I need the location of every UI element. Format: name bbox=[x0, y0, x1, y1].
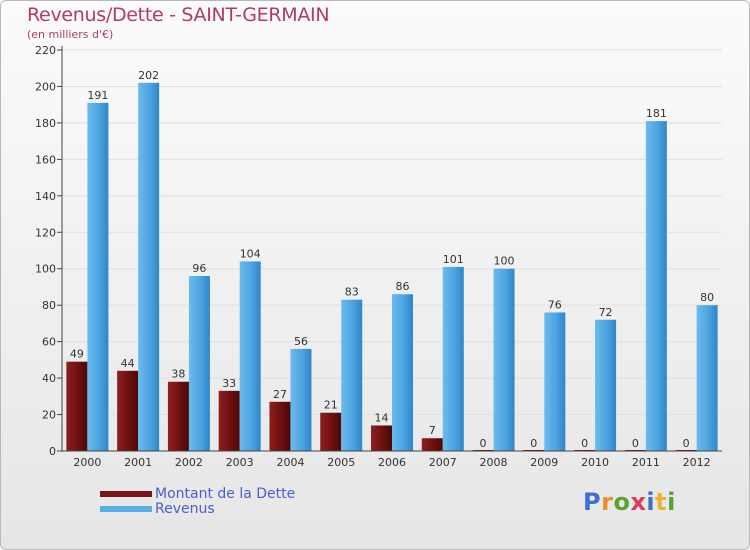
bar-revenus bbox=[493, 268, 515, 451]
bar-revenus bbox=[290, 348, 312, 451]
bar-dette bbox=[117, 370, 139, 451]
bar-revenus bbox=[544, 312, 566, 451]
logo-letter: x bbox=[630, 488, 647, 516]
bar-revenus bbox=[341, 299, 363, 451]
data-label-dette: 44 bbox=[121, 357, 135, 370]
data-label-revenus: 202 bbox=[138, 69, 159, 82]
data-labels: 49 191 44 202 38 96 33 104 27 56 21 83 14 86 7 101 0 100 0… bbox=[70, 69, 714, 450]
data-label-dette: 0 bbox=[581, 437, 588, 450]
data-label-dette: 7 bbox=[429, 424, 436, 437]
logo-letter: i bbox=[667, 488, 676, 516]
data-label-dette: 38 bbox=[171, 368, 185, 381]
data-label-dette: 33 bbox=[222, 377, 236, 390]
chart-subtitle: (en milliers d'€) bbox=[27, 28, 114, 41]
bar-revenus bbox=[239, 261, 261, 451]
legend-swatch-revenus bbox=[100, 506, 152, 512]
x-tick-label: 2008 bbox=[480, 456, 508, 469]
y-tick-label: 220 bbox=[35, 44, 56, 57]
data-label-revenus: 100 bbox=[494, 255, 515, 268]
data-label-revenus: 83 bbox=[345, 286, 359, 299]
data-label-dette: 21 bbox=[324, 399, 338, 412]
legend-swatch-dette bbox=[100, 491, 152, 497]
bar-revenus bbox=[595, 319, 617, 451]
bar-dette bbox=[269, 401, 291, 451]
y-tick-label: 120 bbox=[35, 226, 56, 239]
bar-revenus bbox=[188, 276, 210, 451]
x-tick-label: 2010 bbox=[581, 456, 609, 469]
bar-revenus bbox=[696, 305, 718, 451]
x-tick-label: 2011 bbox=[632, 456, 660, 469]
x-tick-label: 2000 bbox=[73, 456, 101, 469]
x-tick-label: 2006 bbox=[378, 456, 406, 469]
logo-letter: t bbox=[655, 488, 668, 516]
y-tick-label: 160 bbox=[35, 153, 56, 166]
y-tick-label: 80 bbox=[42, 299, 56, 312]
x-tick-label: 2012 bbox=[683, 456, 711, 469]
bar-dette bbox=[66, 361, 88, 451]
y-tick-label: 40 bbox=[42, 372, 56, 385]
x-tick-label: 2001 bbox=[124, 456, 152, 469]
bar-revenus bbox=[442, 266, 464, 451]
bar-dette bbox=[371, 425, 392, 451]
data-label-revenus: 86 bbox=[396, 280, 410, 293]
data-label-revenus: 76 bbox=[548, 298, 562, 311]
logo-letter: P bbox=[583, 488, 602, 516]
bar-dette bbox=[167, 381, 189, 451]
bar-dette bbox=[421, 438, 443, 451]
data-label-revenus: 104 bbox=[240, 247, 261, 260]
y-tick-label: 20 bbox=[42, 409, 56, 422]
legend-label-revenus: Revenus bbox=[155, 501, 215, 517]
logo-letter: r bbox=[601, 488, 614, 516]
bar-dette bbox=[218, 390, 240, 451]
data-label-dette: 14 bbox=[375, 411, 389, 424]
proxiti-logo: Proxiti bbox=[583, 488, 676, 516]
data-label-revenus: 80 bbox=[700, 291, 714, 304]
legend-label-dette: Montant de la Dette bbox=[155, 486, 296, 502]
data-label-revenus: 56 bbox=[294, 335, 308, 348]
data-label-revenus: 191 bbox=[87, 89, 108, 102]
bar-revenus bbox=[392, 294, 413, 451]
x-tick-label: 2009 bbox=[530, 456, 558, 469]
x-tick-label: 2005 bbox=[327, 456, 355, 469]
bar-revenus bbox=[645, 121, 667, 451]
y-tick-label: 100 bbox=[35, 263, 56, 276]
data-label-dette: 0 bbox=[632, 437, 639, 450]
data-label-dette: 49 bbox=[70, 348, 84, 361]
data-label-dette: 27 bbox=[273, 388, 287, 401]
bar-revenus bbox=[138, 82, 160, 452]
data-label-dette: 0 bbox=[683, 437, 690, 450]
y-tick-label: 200 bbox=[35, 80, 56, 93]
data-label-revenus: 181 bbox=[646, 107, 667, 120]
bar-revenus bbox=[87, 102, 109, 451]
bars bbox=[66, 82, 718, 452]
bar-dette bbox=[320, 412, 342, 451]
data-label-dette: 0 bbox=[530, 437, 537, 450]
data-label-revenus: 72 bbox=[599, 306, 613, 319]
x-tick-label: 2003 bbox=[226, 456, 254, 469]
x-tick-label: 2007 bbox=[429, 456, 457, 469]
y-tick-label: 0 bbox=[49, 445, 56, 458]
y-tick-label: 140 bbox=[35, 190, 56, 203]
data-label-revenus: 96 bbox=[192, 262, 206, 275]
y-tick-label: 180 bbox=[35, 117, 56, 130]
x-tick-label: 2004 bbox=[276, 456, 304, 469]
chart-title: Revenus/Dette - SAINT-GERMAIN bbox=[27, 4, 330, 26]
logo-letter: o bbox=[613, 488, 631, 516]
x-tick-label: 2002 bbox=[175, 456, 203, 469]
logo-letter: i bbox=[646, 488, 656, 516]
y-tick-label: 60 bbox=[42, 336, 56, 349]
data-label-dette: 0 bbox=[480, 437, 487, 450]
data-label-revenus: 101 bbox=[443, 253, 464, 266]
